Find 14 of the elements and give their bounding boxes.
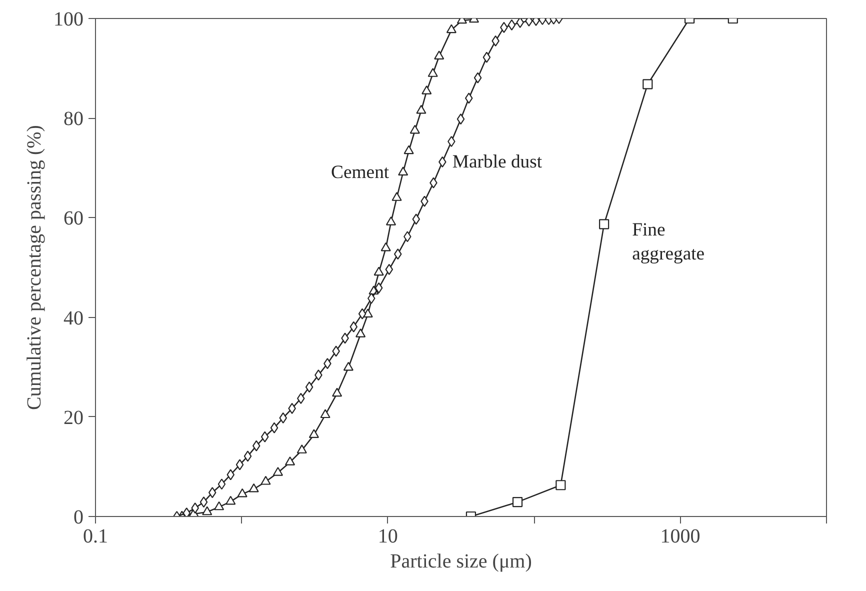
y-tick-label: 100 [54, 8, 84, 30]
y-tick-label: 80 [64, 108, 84, 130]
x-tick-label: 0.1 [83, 526, 108, 548]
y-tick-label: 0 [74, 506, 84, 528]
y-axis-title: Cumulative percentage passing (%) [24, 125, 46, 410]
x-tick-label: 1000 [660, 526, 700, 548]
series-label: Marble dust [452, 151, 543, 172]
series-label: Cement [331, 162, 390, 183]
x-axis-title: Particle size (μm) [390, 550, 532, 572]
y-tick-label: 20 [64, 406, 84, 429]
y-tick-label: 60 [64, 208, 84, 230]
y-tick-label: 40 [64, 307, 84, 330]
x-tick-label: 10 [378, 526, 398, 548]
series-label: Fine aggregate [632, 220, 705, 265]
